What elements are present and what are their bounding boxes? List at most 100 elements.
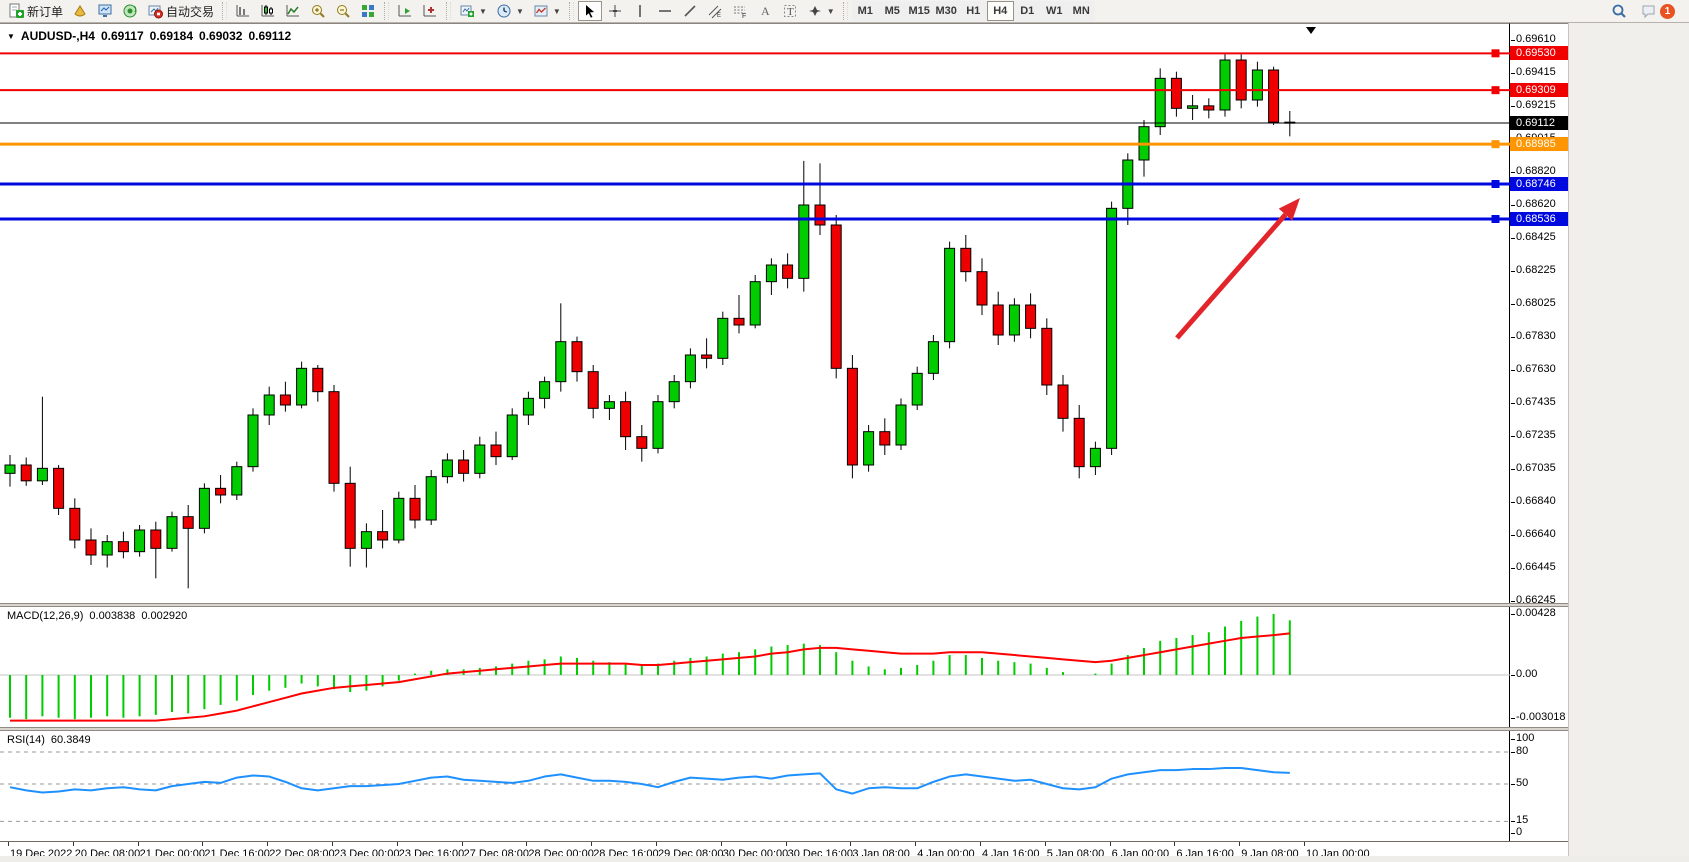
- period-clock-icon: [496, 3, 512, 19]
- search-button[interactable]: [1607, 1, 1631, 21]
- rsi-axis: 100 80 50 15 0: [1510, 731, 1568, 841]
- timeframe-toolbar: M1 M5 M15 M30 H1 H4 D1 W1 MN: [851, 1, 1095, 21]
- time-tick: [8, 842, 9, 846]
- ohlc-high: 0.69184: [149, 29, 194, 43]
- price-badge-resistance-upper: 0.69530: [1510, 46, 1568, 61]
- add-indicator-dropdown[interactable]: ▼: [455, 1, 491, 21]
- ohlc-low: 0.69032: [199, 29, 243, 43]
- auto-trading-button[interactable]: 自动交易: [143, 1, 218, 21]
- profiles-button[interactable]: [68, 1, 92, 21]
- hline-support-lower[interactable]: [0, 215, 1510, 223]
- text-label-icon: T: [782, 3, 798, 19]
- shapes-dropdown[interactable]: ▼: [803, 1, 839, 21]
- period-button-w1[interactable]: W1: [1040, 1, 1068, 21]
- new-order-button[interactable]: 新订单: [4, 1, 67, 21]
- rsi-panel[interactable]: RSI(14) 60.3849: [0, 731, 1510, 841]
- hline-resistance-lower[interactable]: [0, 86, 1510, 95]
- trend-arrow-annotation[interactable]: [1175, 198, 1300, 340]
- svg-text:F: F: [742, 13, 746, 19]
- candlestick-chart-button[interactable]: [256, 1, 280, 21]
- auto-trading-label: 自动交易: [166, 4, 215, 19]
- text-label-button[interactable]: T: [778, 1, 802, 21]
- candlestick-chart-icon: [260, 3, 276, 19]
- period-button-h1[interactable]: H1: [959, 1, 987, 21]
- price-tick-label: 0.67235: [1511, 428, 1556, 441]
- rsi-line: [9, 766, 1290, 795]
- price-tick-label: 0.68225: [1511, 263, 1556, 276]
- period-button-m5[interactable]: M5: [878, 1, 906, 21]
- templates-dropdown[interactable]: ▼: [529, 1, 565, 21]
- time-tick: [267, 842, 269, 846]
- cursor-button[interactable]: [577, 1, 602, 21]
- templates-icon: [533, 3, 549, 19]
- add-object-button[interactable]: [418, 1, 442, 21]
- time-tick: [1044, 842, 1046, 846]
- time-tick: [1239, 842, 1241, 846]
- notification-badge: 1: [1660, 3, 1675, 19]
- line-chart-button[interactable]: [281, 1, 305, 21]
- period-button-mn[interactable]: MN: [1067, 1, 1095, 21]
- notifications-button[interactable]: 1: [1637, 1, 1679, 21]
- chart-shift-marker-icon[interactable]: [1306, 27, 1316, 34]
- navigator-button[interactable]: [118, 1, 142, 21]
- time-tick: [980, 842, 981, 846]
- horizontal-line-button[interactable]: [653, 1, 677, 21]
- hline-resistance-upper[interactable]: [0, 49, 1510, 58]
- price-tick-label: 0.66245: [1511, 593, 1556, 606]
- period-button-d1[interactable]: D1: [1013, 1, 1041, 21]
- period-dropdown[interactable]: ▼: [492, 1, 528, 21]
- price-tick-label: 0.68620: [1511, 198, 1556, 210]
- cursor-icon: [582, 3, 598, 19]
- tile-windows-button[interactable]: [356, 1, 380, 21]
- profiles-icon: [72, 3, 88, 19]
- text-icon: A: [757, 3, 773, 19]
- toolbar-separator: [384, 2, 390, 20]
- crosshair-button[interactable]: [603, 1, 627, 21]
- price-badge-support-lower: 0.68536: [1510, 212, 1568, 226]
- time-tick: [72, 842, 74, 846]
- macd-panel[interactable]: MACD(12,26,9) 0.003838 0.002920: [0, 607, 1510, 727]
- price-tick-label: 0.68025: [1511, 297, 1556, 310]
- price-tick-label: 0.66640: [1511, 528, 1556, 540]
- price-tick-label: 0.67630: [1511, 363, 1556, 375]
- fibonacci-button[interactable]: F: [728, 1, 752, 21]
- period-button-h4[interactable]: H4: [986, 1, 1014, 21]
- zoom-in-button[interactable]: [306, 1, 330, 21]
- indicator-window-button[interactable]: [393, 1, 417, 21]
- price-tick-label: 0.67435: [1511, 395, 1556, 408]
- panel-splitter[interactable]: [0, 727, 1568, 731]
- price-chart-canvas[interactable]: [0, 24, 1510, 604]
- collapse-icon[interactable]: ▼: [7, 31, 15, 41]
- hline-pivot-line[interactable]: [0, 140, 1510, 149]
- macd-canvas[interactable]: [0, 607, 1510, 727]
- price-tick-label: 0.68425: [1511, 230, 1556, 243]
- ohlc-open: 0.69117: [100, 29, 144, 43]
- new-order-label: 新订单: [27, 4, 64, 19]
- time-tick: [526, 842, 528, 846]
- text-button[interactable]: A: [753, 1, 777, 21]
- price-tick-label: 0.69610: [1511, 33, 1556, 45]
- period-button-m15[interactable]: M15: [905, 1, 933, 21]
- rsi-canvas[interactable]: [0, 731, 1510, 841]
- price-tick-label: 0.66445: [1511, 560, 1556, 573]
- macd-name: MACD(12,26,9): [7, 610, 84, 622]
- period-button-m1[interactable]: M1: [851, 1, 879, 21]
- time-tick: [202, 842, 204, 846]
- panel-splitter[interactable]: [0, 603, 1568, 607]
- price-chart-panel[interactable]: ▼ AUDUSD-,H4 0.69117 0.69184 0.69032 0.6…: [0, 23, 1510, 603]
- line-chart-icon: [285, 3, 301, 19]
- time-tick: [332, 842, 333, 846]
- zoom-out-button[interactable]: [331, 1, 355, 21]
- auto-trading-icon: [147, 3, 164, 19]
- hline-support-upper[interactable]: [0, 180, 1510, 188]
- time-tick: [1109, 842, 1111, 846]
- vertical-line-button[interactable]: [628, 1, 652, 21]
- trendline-button[interactable]: [678, 1, 702, 21]
- fibonacci-icon: F: [732, 3, 748, 19]
- equidistant-channel-button[interactable]: E: [703, 1, 727, 21]
- bar-chart-button[interactable]: [231, 1, 255, 21]
- search-icon: [1611, 3, 1627, 19]
- market-watch-button[interactable]: [93, 1, 117, 21]
- period-button-m30[interactable]: M30: [932, 1, 960, 21]
